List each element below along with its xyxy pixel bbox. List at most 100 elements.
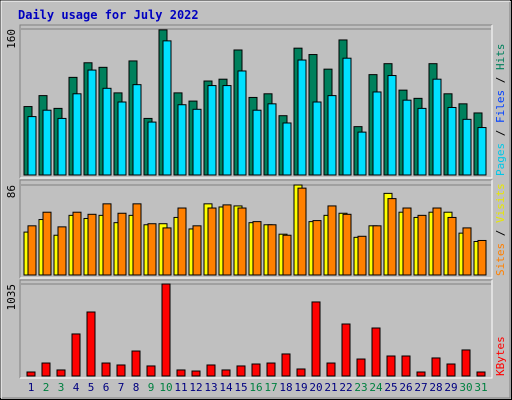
bar [297, 187, 307, 276]
bar [132, 203, 142, 276]
legend: KBytes [494, 336, 507, 376]
bar [282, 122, 292, 176]
x-tick-label: 14 [219, 381, 233, 394]
bar [432, 78, 442, 176]
bar [477, 239, 487, 276]
x-tick-label: 6 [103, 381, 110, 394]
bar [72, 93, 82, 176]
bar [177, 207, 187, 276]
legend-entry: Files [494, 90, 507, 123]
bar [161, 283, 171, 377]
x-tick-label: 11 [174, 381, 187, 394]
bar [446, 363, 456, 377]
x-tick-label: 17 [264, 381, 277, 394]
bar [147, 223, 157, 276]
bar [207, 207, 217, 276]
panel-bevel [19, 24, 492, 178]
bar [222, 85, 232, 176]
bar [281, 353, 291, 377]
legend: Sites / Visits [494, 183, 507, 276]
bar [461, 349, 471, 377]
bar [447, 106, 457, 176]
bar [386, 355, 396, 377]
x-tick-label: 10 [159, 381, 172, 394]
bar [132, 84, 142, 176]
x-tick-label: 29 [444, 381, 457, 394]
x-tick-label: 26 [399, 381, 412, 394]
bar [357, 235, 367, 276]
legend-separator: / [494, 70, 507, 90]
bar [86, 311, 96, 377]
bar [237, 207, 247, 276]
bar [266, 362, 276, 377]
bar [192, 108, 202, 176]
bar [252, 109, 262, 176]
bar [342, 213, 352, 276]
panel [20, 280, 492, 378]
bar [326, 362, 336, 377]
bar [117, 101, 127, 176]
panel-bevel [20, 280, 493, 379]
bar [71, 333, 81, 377]
bar [341, 323, 351, 377]
x-tick-label: 7 [118, 381, 125, 394]
bar [236, 365, 246, 377]
x-tick-label: 4 [73, 381, 80, 394]
x-tick-label: 1 [28, 381, 35, 394]
chart-title: Daily usage for July 2022 [18, 8, 199, 22]
bar [311, 301, 321, 377]
bar [401, 355, 411, 377]
bar [87, 213, 97, 276]
bar [477, 127, 487, 176]
bar [101, 362, 111, 377]
bar [42, 211, 52, 276]
panel-bevel [20, 180, 493, 279]
panel-bevel [19, 179, 492, 278]
bar [116, 364, 126, 377]
x-tick-label: 23 [354, 381, 367, 394]
bar [162, 227, 172, 276]
bar [87, 69, 97, 176]
bar [27, 225, 37, 276]
bar [297, 59, 307, 176]
bar [41, 362, 51, 377]
bar [177, 104, 187, 176]
bar [312, 101, 322, 176]
bar [56, 369, 66, 377]
bar [357, 131, 367, 176]
bar [462, 118, 472, 176]
bar [191, 370, 201, 377]
x-tick-label: 12 [189, 381, 202, 394]
bar [192, 225, 202, 276]
bar [417, 107, 427, 176]
bar [27, 116, 37, 176]
bar [206, 364, 216, 377]
bar [207, 85, 217, 176]
bar [417, 214, 427, 276]
bar [416, 371, 426, 377]
x-tick-label: 22 [339, 381, 352, 394]
bar [147, 121, 157, 176]
x-tick-label: 30 [459, 381, 472, 394]
bar [372, 225, 382, 276]
x-tick-label: 2 [43, 381, 50, 394]
bar [387, 198, 397, 276]
bar [251, 363, 261, 377]
x-tick-label: 27 [414, 381, 427, 394]
bar [72, 211, 82, 276]
bar [431, 357, 441, 377]
x-tick-label: 20 [309, 381, 322, 394]
legend-entry: Pages [494, 143, 507, 176]
x-tick-label: 8 [133, 381, 140, 394]
bar [372, 91, 382, 176]
bar [402, 99, 412, 176]
bar [221, 369, 231, 377]
bar [117, 212, 127, 276]
bar [146, 365, 156, 377]
bar [57, 226, 67, 276]
bar [102, 87, 112, 176]
x-tick-label: 16 [249, 381, 262, 394]
bar [387, 75, 397, 176]
